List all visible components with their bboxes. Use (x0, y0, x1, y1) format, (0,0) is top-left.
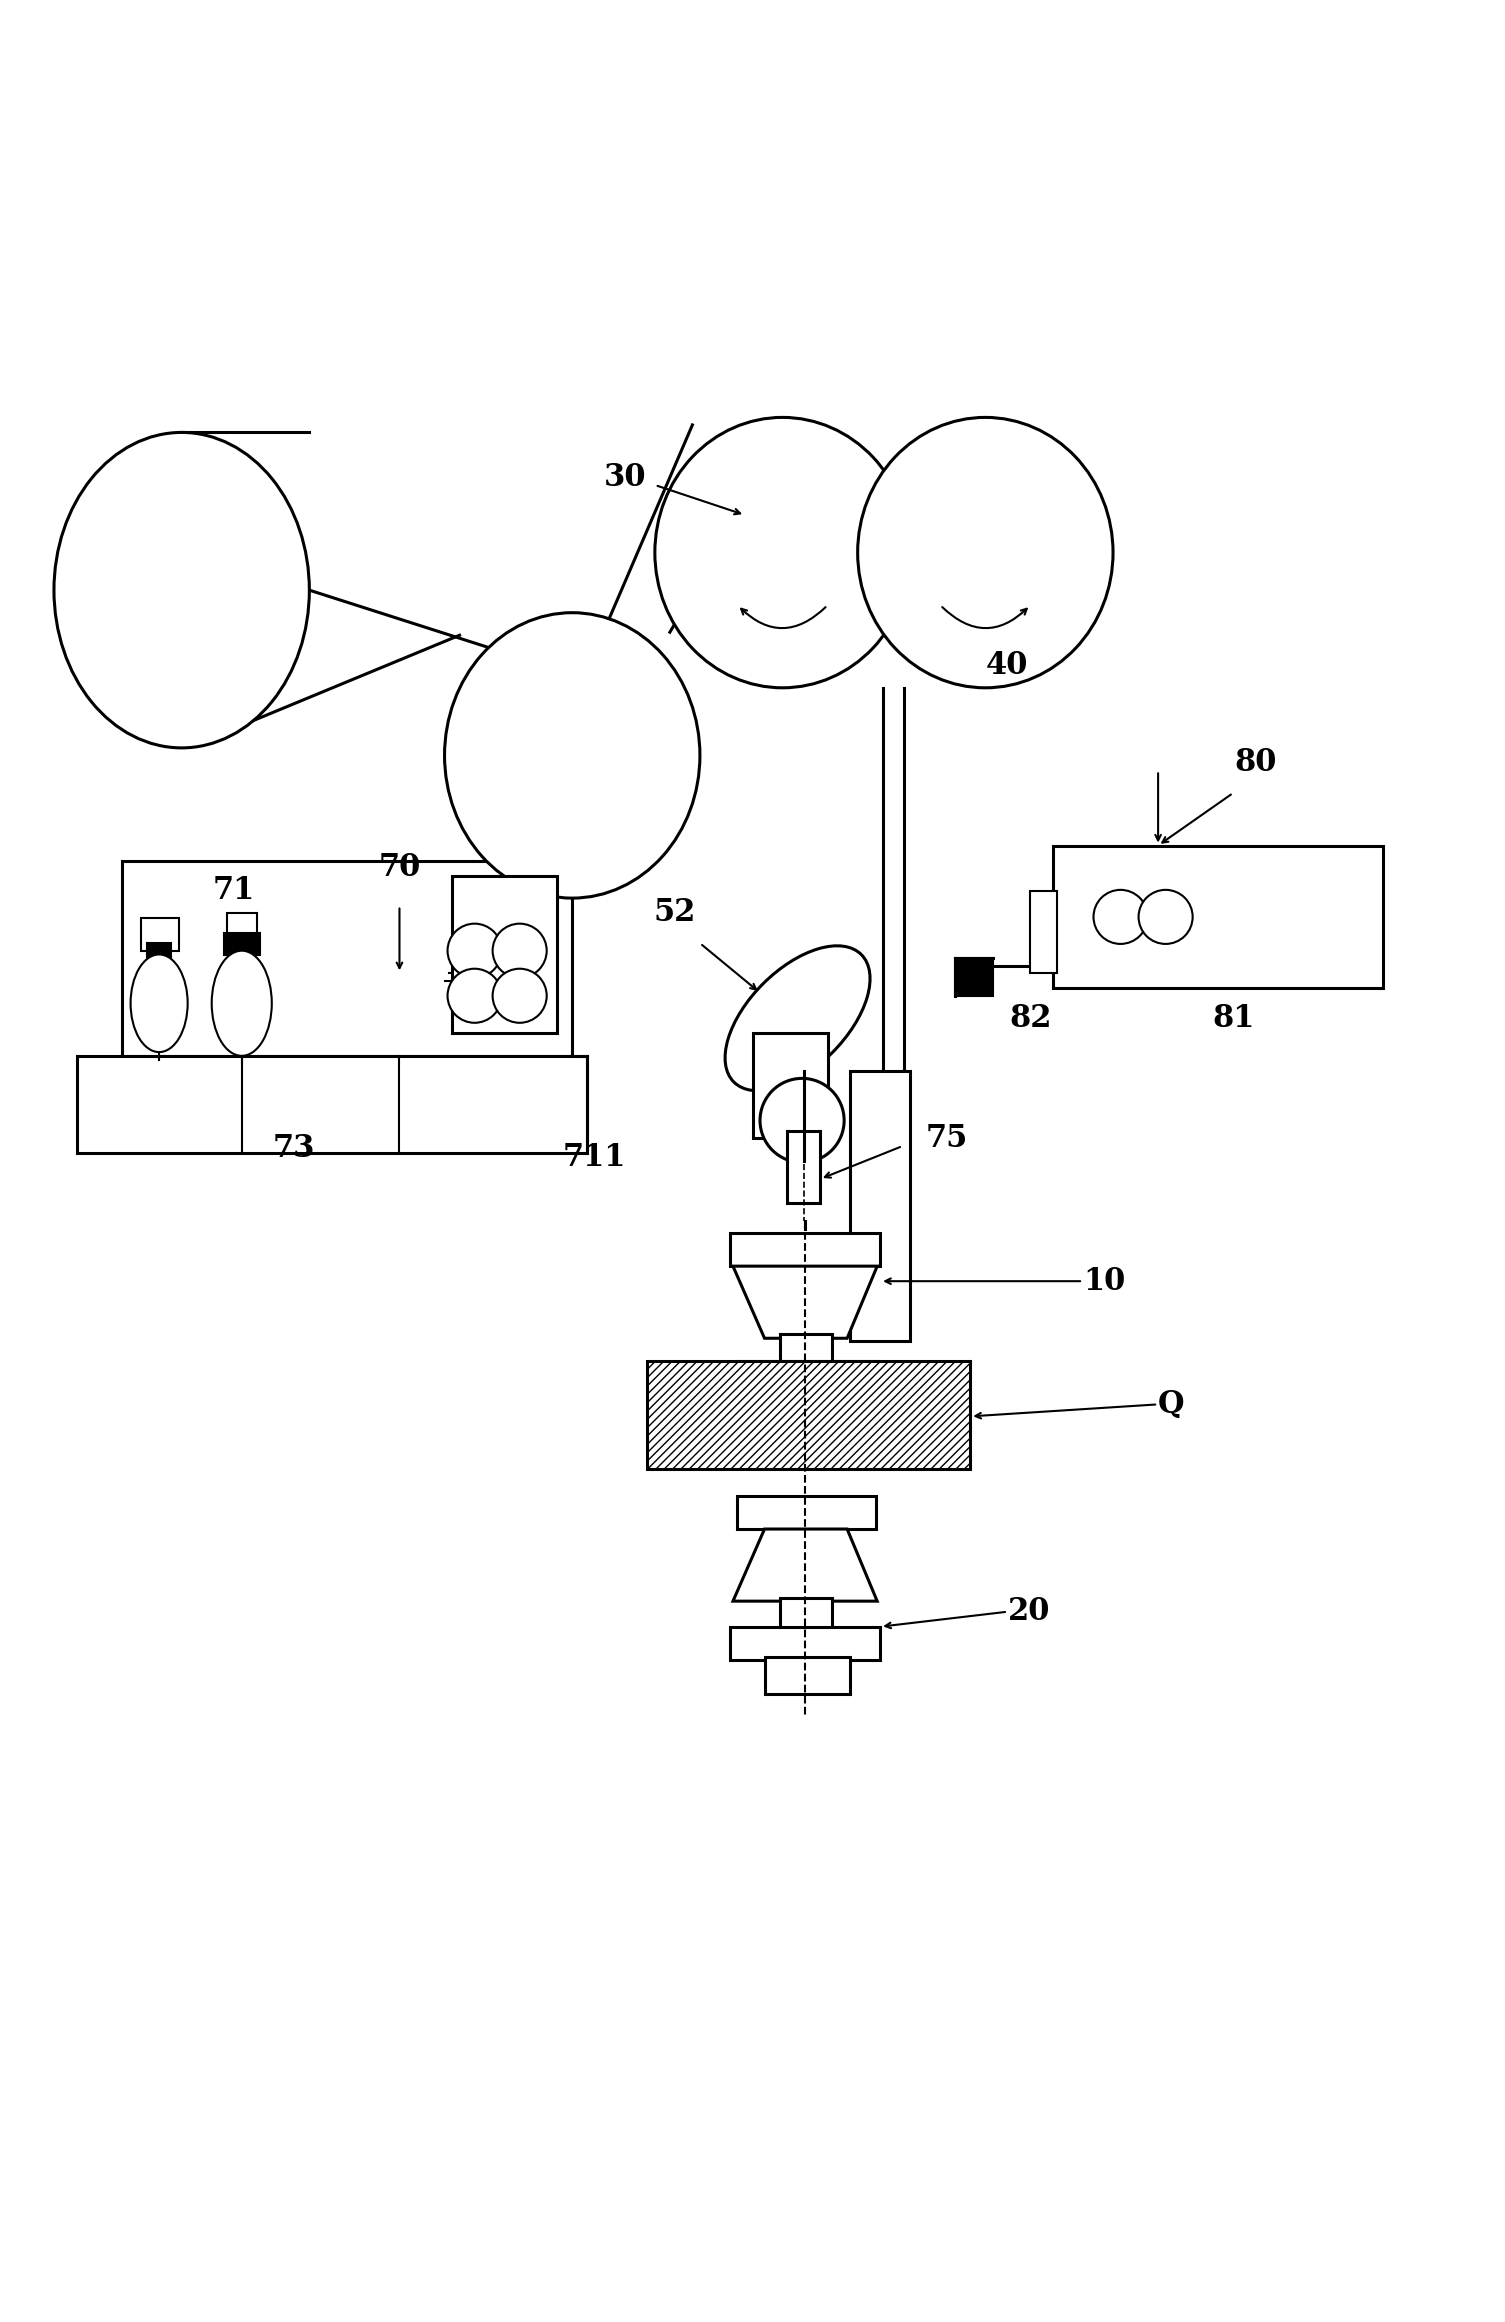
Bar (737, 1495, 876, 1530)
Bar (122, 861, 572, 1057)
Text: 30: 30 (604, 462, 646, 492)
Bar (147, 943, 172, 966)
Bar (77, 1057, 587, 1154)
Polygon shape (733, 1265, 877, 1337)
Circle shape (1094, 889, 1148, 945)
Text: 75: 75 (926, 1124, 968, 1154)
Bar (647, 1361, 971, 1470)
Text: 73: 73 (272, 1133, 316, 1163)
Bar (780, 1333, 832, 1363)
Circle shape (447, 924, 501, 978)
Ellipse shape (131, 954, 188, 1052)
Ellipse shape (725, 945, 870, 1091)
Text: 40: 40 (986, 650, 1028, 680)
Circle shape (447, 968, 501, 1022)
Bar (765, 1656, 850, 1695)
Bar (224, 933, 260, 954)
Circle shape (492, 968, 546, 1022)
Circle shape (492, 924, 546, 978)
Text: 82: 82 (1010, 1003, 1052, 1033)
Text: 70: 70 (378, 852, 420, 882)
Text: 71: 71 (214, 875, 256, 906)
Text: 10: 10 (1084, 1265, 1126, 1296)
Bar (730, 1628, 880, 1660)
Bar (737, 1361, 876, 1393)
Text: Q: Q (1159, 1389, 1184, 1419)
Bar (730, 1233, 880, 1265)
Bar (452, 875, 557, 1033)
Bar (850, 1070, 911, 1342)
Ellipse shape (212, 950, 272, 1057)
Bar (752, 1033, 828, 1138)
Text: 20: 20 (1008, 1595, 1050, 1628)
Circle shape (1139, 889, 1192, 945)
Bar (787, 1131, 820, 1203)
Ellipse shape (858, 418, 1114, 687)
Ellipse shape (655, 418, 911, 687)
Ellipse shape (444, 613, 700, 899)
Bar (141, 917, 179, 950)
Text: 52: 52 (653, 896, 695, 929)
Polygon shape (733, 1530, 877, 1602)
Ellipse shape (54, 432, 310, 748)
Bar (227, 913, 257, 940)
Bar (780, 1598, 832, 1628)
Text: 81: 81 (1212, 1003, 1254, 1033)
Text: 711: 711 (563, 1142, 626, 1173)
Bar (956, 959, 993, 996)
Bar (1054, 845, 1383, 989)
Bar (1031, 892, 1058, 973)
Text: 80: 80 (1234, 748, 1276, 778)
Circle shape (760, 1077, 844, 1163)
